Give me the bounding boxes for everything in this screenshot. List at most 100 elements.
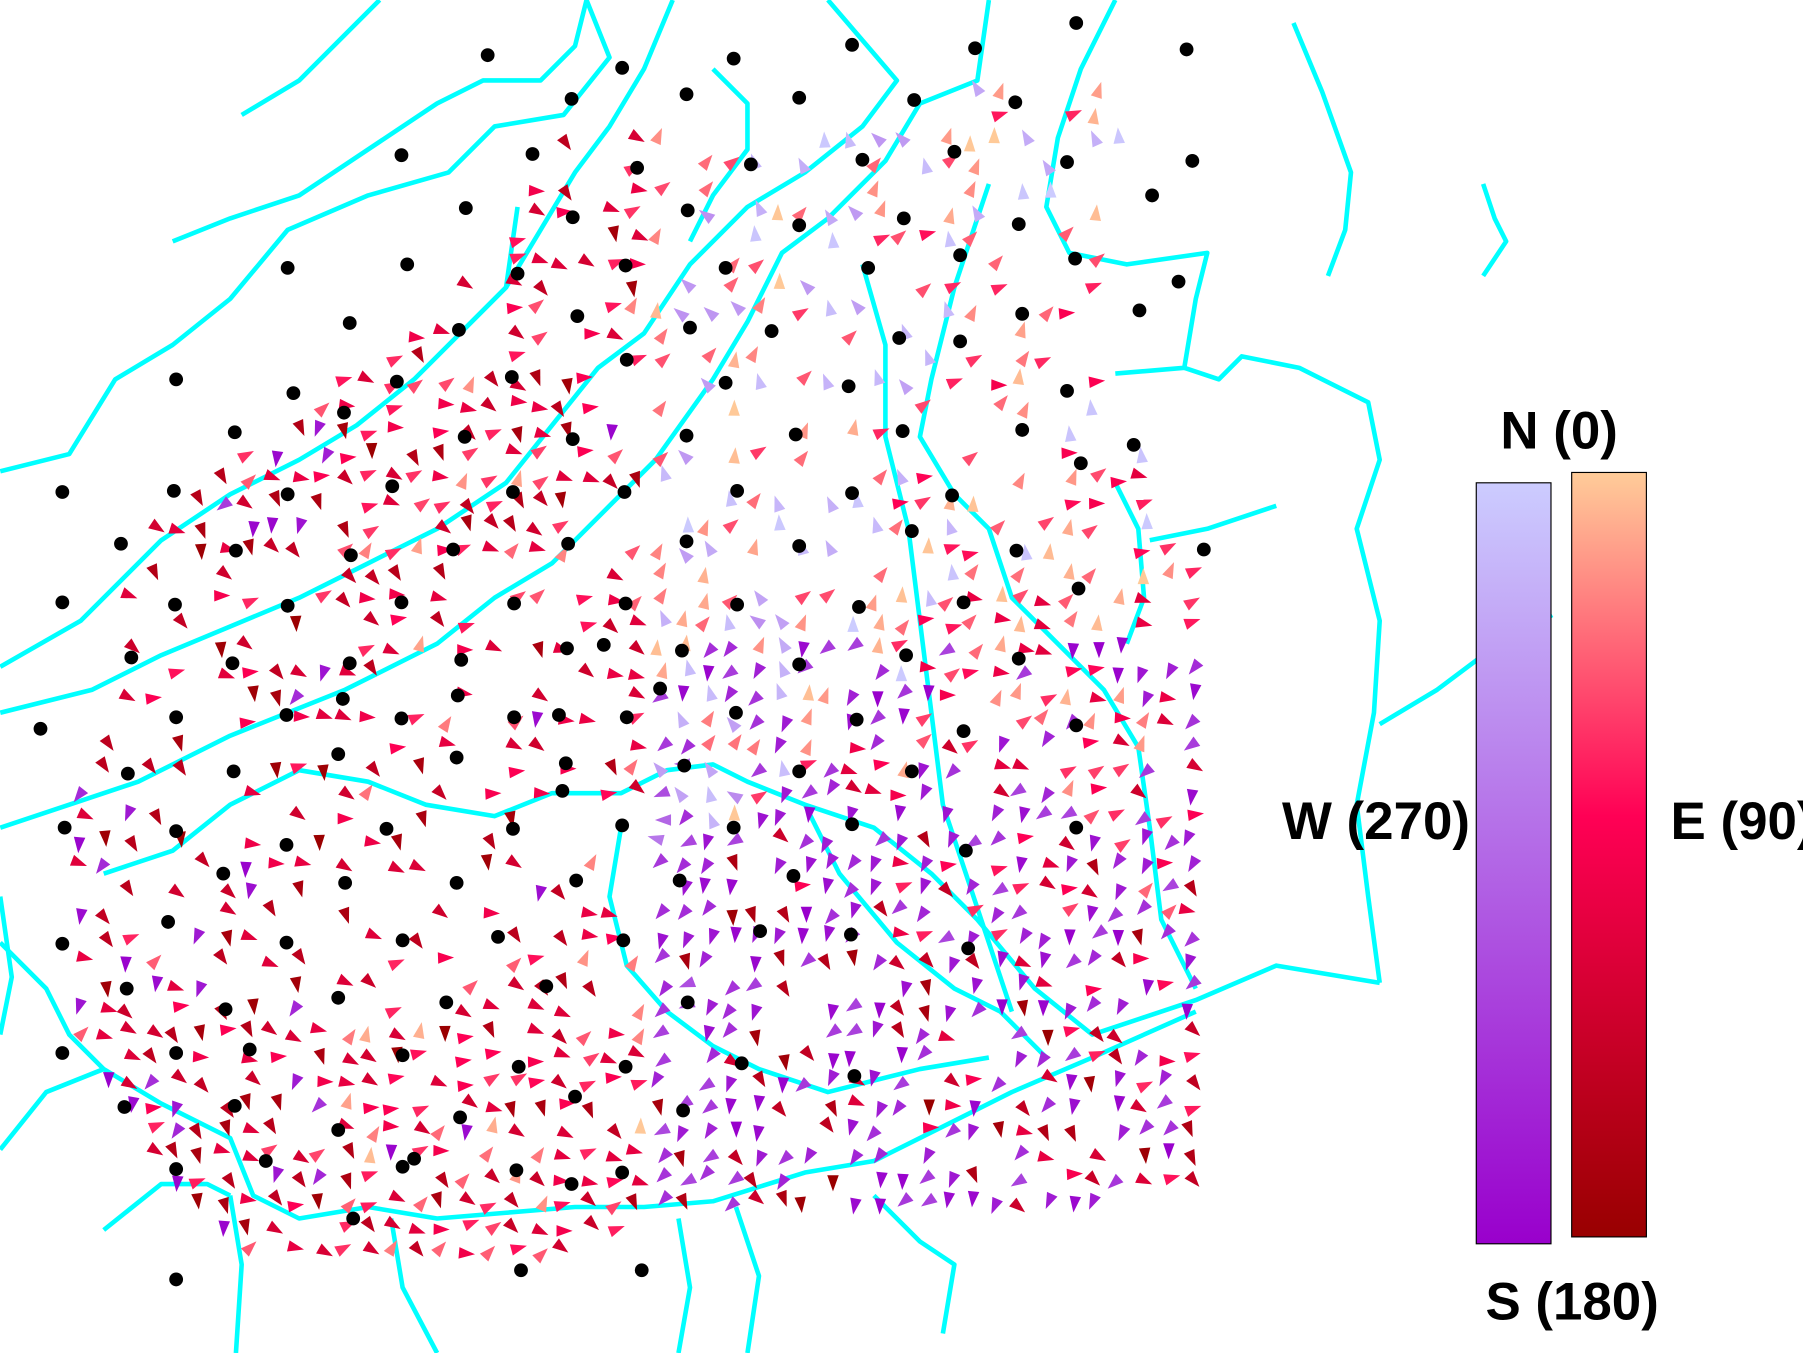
direction-arrow: [606, 567, 624, 581]
direction-arrow: [1184, 1105, 1202, 1117]
direction-arrow: [462, 1219, 480, 1232]
station-marker: [956, 595, 971, 610]
direction-arrow: [144, 1073, 160, 1090]
direction-arrow: [793, 450, 809, 467]
direction-arrow: [991, 1076, 1007, 1093]
station-marker: [504, 370, 519, 384]
direction-arrow: [799, 739, 812, 757]
direction-arrow: [1081, 883, 1098, 898]
stations-layer: [33, 16, 1211, 1287]
direction-arrow: [575, 594, 593, 606]
station-marker: [845, 486, 859, 501]
direction-arrow: [504, 1100, 516, 1118]
direction-arrow: [949, 956, 961, 974]
direction-arrow: [308, 1148, 326, 1163]
direction-arrow: [847, 1118, 859, 1136]
direction-arrow: [340, 1172, 352, 1190]
direction-arrow: [1088, 1050, 1106, 1063]
direction-arrow: [382, 1119, 400, 1132]
direction-arrow: [800, 906, 813, 923]
direction-arrow: [215, 565, 233, 580]
direction-arrow: [456, 1032, 474, 1045]
direction-arrow: [1012, 589, 1029, 605]
direction-arrow: [217, 1196, 229, 1214]
station-marker: [619, 710, 634, 725]
direction-arrow: [1012, 758, 1030, 770]
direction-arrow: [313, 402, 330, 418]
direction-arrow: [578, 712, 596, 725]
direction-arrow: [1133, 548, 1151, 560]
direction-arrow: [168, 522, 186, 534]
direction-arrow: [653, 762, 669, 779]
direction-arrow: [172, 1175, 184, 1193]
station-marker: [561, 536, 576, 551]
direction-arrow: [1088, 253, 1105, 269]
direction-arrow: [699, 950, 713, 968]
direction-arrow: [557, 133, 571, 151]
direction-arrow: [684, 659, 697, 677]
direction-arrow: [825, 908, 840, 925]
direction-arrow: [340, 1092, 352, 1110]
direction-arrow: [507, 976, 525, 991]
direction-arrow: [1135, 499, 1153, 511]
direction-arrow: [247, 998, 259, 1015]
direction-arrow: [895, 665, 908, 682]
direction-arrow: [531, 711, 544, 728]
direction-arrow: [439, 1025, 451, 1043]
direction-arrow: [236, 494, 253, 509]
direction-arrow: [165, 1141, 178, 1159]
river: [1113, 481, 1147, 645]
direction-arrow: [1181, 1120, 1193, 1138]
station-marker: [55, 485, 70, 499]
direction-arrow: [311, 1193, 323, 1210]
direction-arrow: [123, 638, 140, 654]
direction-arrow: [777, 1077, 790, 1094]
direction-arrow: [630, 739, 648, 751]
direction-arrow: [1116, 998, 1130, 1016]
river: [240, 0, 382, 117]
direction-arrow: [337, 469, 353, 485]
direction-arrow: [528, 299, 545, 315]
direction-arrow: [196, 980, 208, 998]
station-marker: [400, 257, 415, 272]
direction-arrow: [119, 879, 134, 897]
river: [1291, 22, 1354, 277]
direction-arrow: [553, 1046, 571, 1058]
direction-arrow: [454, 1173, 470, 1190]
rivers-layer: [0, 0, 1554, 1353]
direction-arrow: [943, 1072, 960, 1088]
direction-arrow: [657, 932, 669, 950]
direction-arrow: [827, 232, 840, 249]
direction-arrow: [248, 520, 260, 538]
station-marker: [845, 817, 859, 832]
direction-arrow: [1087, 765, 1105, 780]
direction-arrow: [1045, 1191, 1058, 1209]
direction-arrow: [387, 421, 404, 433]
direction-arrow: [994, 635, 1006, 653]
direction-arrow: [1155, 816, 1173, 829]
legend-east-label: E (90): [1671, 792, 1803, 851]
direction-arrow: [240, 1020, 253, 1038]
station-marker: [346, 1211, 361, 1226]
direction-arrow: [678, 952, 691, 970]
direction-arrow: [1185, 713, 1201, 730]
station-marker: [506, 821, 520, 836]
river: [607, 827, 990, 1095]
direction-arrow: [992, 665, 1010, 677]
direction-arrow: [1137, 666, 1149, 684]
direction-arrow: [994, 612, 1012, 624]
station-marker: [677, 758, 692, 773]
direction-arrow: [430, 590, 448, 602]
direction-arrow: [480, 475, 498, 489]
direction-arrow: [146, 1024, 164, 1038]
direction-arrow: [313, 1047, 325, 1065]
direction-arrow: [580, 621, 598, 633]
direction-arrow: [923, 1147, 936, 1165]
direction-arrow: [655, 903, 671, 920]
direction-arrow: [990, 284, 1008, 296]
direction-arrow: [658, 1147, 673, 1164]
direction-arrow: [527, 1022, 545, 1034]
direction-arrow: [866, 1125, 882, 1142]
direction-arrow: [1086, 858, 1099, 876]
direction-arrow: [992, 82, 1004, 100]
